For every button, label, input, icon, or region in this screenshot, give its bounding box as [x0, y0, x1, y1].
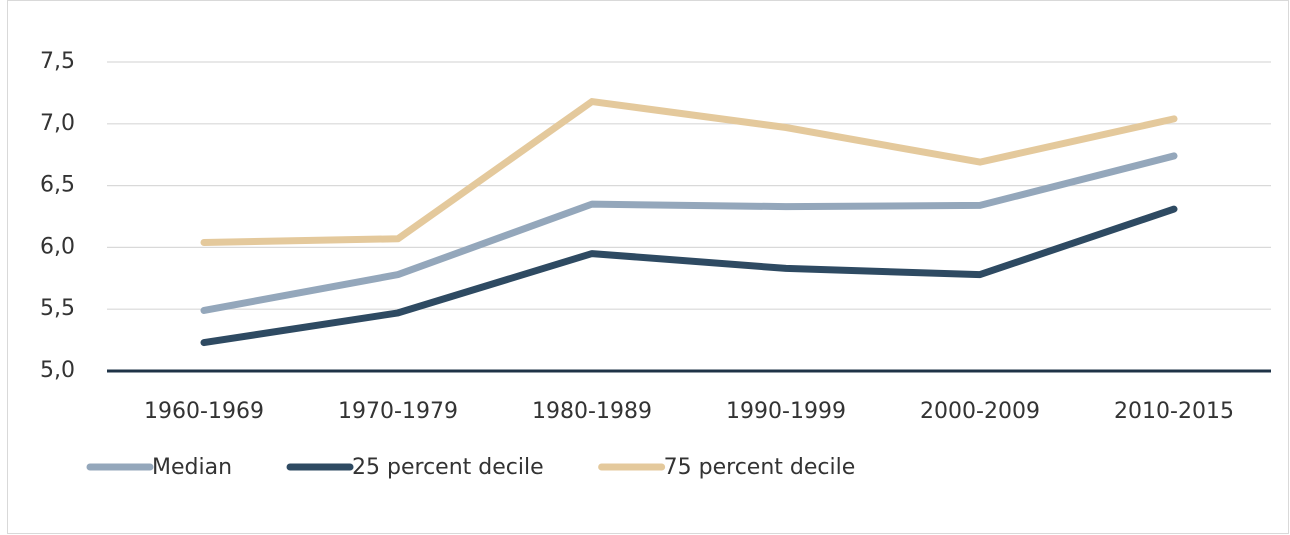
series-line	[200, 98, 1178, 246]
y-tick-label: 7,0	[40, 111, 75, 136]
series-line	[200, 152, 1178, 314]
y-tick-label: 6,5	[40, 173, 75, 198]
chart-frame	[7, 0, 1289, 534]
y-tick-label: 7,5	[40, 49, 75, 74]
y-tick-label: 6,0	[40, 234, 75, 259]
x-tick-label: 1970-1979	[338, 399, 458, 424]
x-tick-label: 1960-1969	[144, 399, 264, 424]
x-tick-label: 1990-1999	[726, 399, 846, 424]
legend-label: Median	[152, 455, 232, 480]
x-tick-label: 2000-2009	[920, 399, 1040, 424]
y-tick-label: 5,5	[40, 296, 75, 321]
y-tick-label: 5,0	[40, 358, 75, 383]
x-tick-label: 1980-1989	[532, 399, 652, 424]
legend-label: 25 percent decile	[352, 455, 544, 480]
legend-label: 75 percent decile	[664, 455, 856, 480]
series-line	[200, 205, 1178, 347]
x-tick-label: 2010-2015	[1114, 399, 1234, 424]
